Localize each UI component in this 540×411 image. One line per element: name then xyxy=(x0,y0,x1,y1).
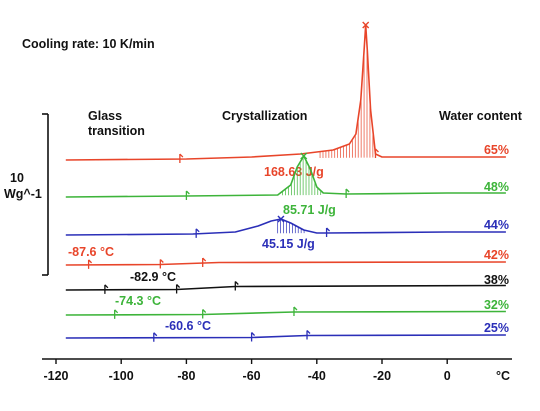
series-line xyxy=(65,261,506,266)
water-content-label: 32% xyxy=(484,298,509,312)
scale-bar-value: 10 xyxy=(10,171,24,185)
water-content-label: 48% xyxy=(484,180,509,194)
glass-header-line1: Glass xyxy=(88,109,122,123)
glass-header-line2: transition xyxy=(88,124,145,138)
curve-marker xyxy=(250,332,256,342)
series-5: 38% -82.9 °C xyxy=(65,270,509,294)
curve-marker xyxy=(87,259,93,269)
series-line xyxy=(65,155,506,198)
series-4: 42% -87.6 °C xyxy=(65,245,509,269)
water-content-label: 38% xyxy=(484,273,509,287)
chart-title: Cooling rate: 10 K/min xyxy=(22,37,155,51)
water-content-header: Water content xyxy=(439,109,523,123)
x-tick-label: -60 xyxy=(243,369,261,383)
series-7: 25% -60.6 °C xyxy=(65,319,509,342)
curve-marker xyxy=(104,284,109,294)
series-line xyxy=(65,24,506,161)
x-tick-label: 0 xyxy=(444,369,451,383)
water-content-label: 25% xyxy=(484,321,509,335)
curve-marker xyxy=(202,309,207,319)
curve-marker xyxy=(234,281,239,291)
peak-marker xyxy=(277,215,285,223)
tg-label: -74.3 °C xyxy=(115,294,161,308)
x-tick-label: -120 xyxy=(43,369,68,383)
curve-marker xyxy=(202,257,207,268)
enthalpy-label: 45.15 J/g xyxy=(262,237,315,251)
curve-marker xyxy=(179,153,184,164)
curve-marker xyxy=(306,330,311,340)
enthalpy-label: 85.71 J/g xyxy=(283,203,336,217)
curve-marker xyxy=(185,190,190,200)
x-axis: -120 -100 -80 -60 -40 -20 0 °C xyxy=(42,358,512,383)
x-tick-label: -20 xyxy=(373,369,391,383)
peak-marker xyxy=(300,152,308,160)
curve-marker xyxy=(159,259,164,269)
curve-marker xyxy=(374,148,379,158)
curve-marker xyxy=(175,284,181,294)
x-tick-label: -40 xyxy=(308,369,326,383)
x-tick-label: -100 xyxy=(109,369,134,383)
tg-label: -60.6 °C xyxy=(165,319,211,333)
scale-bar-unit: Wg^-1 xyxy=(4,187,42,201)
water-content-label: 65% xyxy=(484,143,509,157)
series-3: 44% 45.15 J/g xyxy=(65,215,509,251)
curve-marker xyxy=(153,332,158,342)
curve-marker xyxy=(195,228,200,238)
water-content-label: 44% xyxy=(484,218,509,232)
curve-marker xyxy=(345,188,350,198)
series-6: 32% -74.3 °C xyxy=(65,294,509,319)
series-line xyxy=(65,284,506,291)
series-line xyxy=(65,310,506,316)
tg-label: -82.9 °C xyxy=(130,270,176,284)
x-tick-label: -80 xyxy=(177,369,195,383)
peak-marker xyxy=(362,21,370,29)
crystallization-header: Crystallization xyxy=(222,109,307,123)
x-axis-unit-label: °C xyxy=(496,369,510,383)
tg-label: -87.6 °C xyxy=(68,245,114,259)
series-line xyxy=(65,334,506,339)
series-layer: 65%168.63 J/g48%85.71 J/g44%45.15 J/g42%… xyxy=(65,21,509,342)
curve-marker xyxy=(293,306,298,316)
curve-marker xyxy=(325,227,331,237)
series-line xyxy=(65,218,506,236)
series-2: 48% 85.71 J/g xyxy=(65,152,509,217)
water-content-label: 42% xyxy=(484,248,509,262)
curve-marker xyxy=(114,309,119,319)
